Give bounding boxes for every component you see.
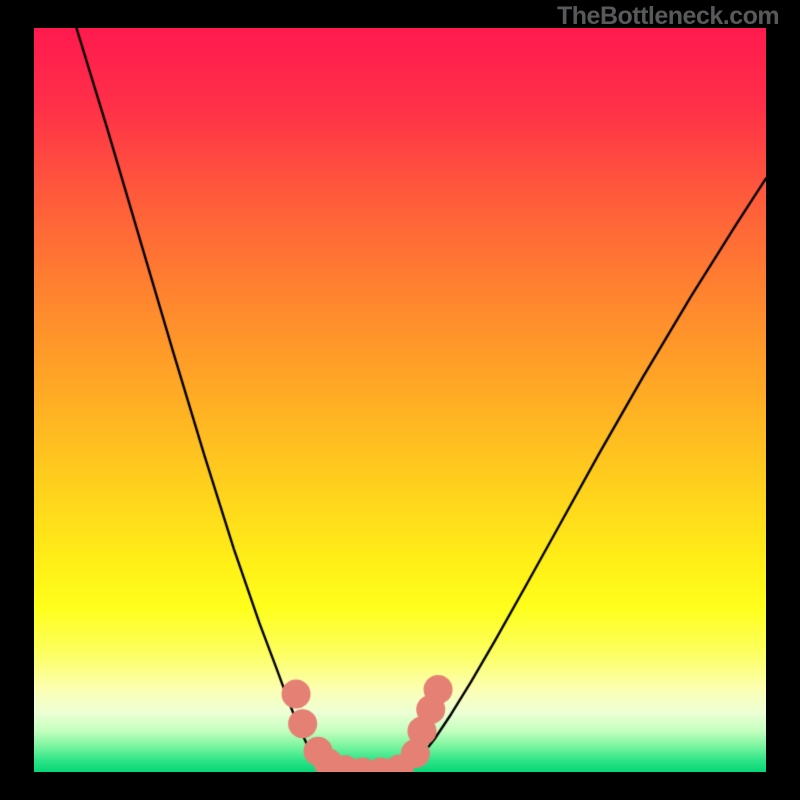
bottleneck-chart <box>34 28 766 772</box>
watermark-text: TheBottleneck.com <box>557 2 779 31</box>
